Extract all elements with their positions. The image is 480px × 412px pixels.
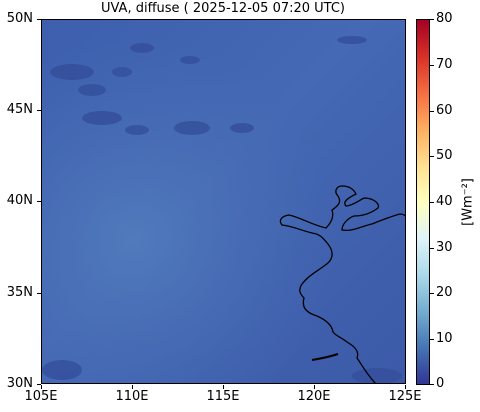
- x-tickmark: [132, 385, 133, 389]
- y-tickmark: [37, 293, 41, 294]
- colorbar-tickmark: [430, 293, 434, 294]
- colorbar-tickmark: [430, 19, 434, 20]
- x-tick-label: 120E: [297, 389, 331, 404]
- y-tick-label: 50N: [6, 11, 33, 26]
- colorbar-tickmark: [430, 339, 434, 340]
- colorbar-tick-label: 70: [436, 57, 453, 72]
- colorbar-tick-label: 60: [436, 103, 453, 118]
- colorbar-tick-label: 10: [436, 331, 453, 346]
- colorbar-tick-label: 40: [436, 194, 453, 209]
- coastline: [279, 185, 405, 383]
- dark-cloud-patches: [42, 36, 402, 383]
- y-tick-label: 35N: [6, 285, 33, 300]
- map-title: UVA, diffuse ( 2025-12-05 07:20 UTC): [100, 1, 346, 16]
- colorbar-tickmark: [430, 156, 434, 157]
- colorbar-tick-label: 0: [436, 376, 445, 391]
- x-tick-label: 125E: [388, 389, 422, 404]
- y-tickmark: [37, 19, 41, 20]
- colorbar-tick-label: 20: [436, 285, 453, 300]
- colorbar-tick-label: 30: [436, 240, 453, 255]
- x-tick-label: 110E: [115, 389, 149, 404]
- colorbar-tick-label: 80: [436, 11, 453, 26]
- colorbar: [416, 19, 430, 385]
- colorbar-tickmark: [430, 384, 434, 385]
- colorbar-tickmark: [430, 111, 434, 112]
- colorbar-label: [Wm⁻²]: [460, 178, 476, 226]
- y-tick-label: 40N: [6, 193, 33, 208]
- colorbar-tickmark: [430, 65, 434, 66]
- x-tickmark: [405, 385, 406, 389]
- y-tickmark: [37, 201, 41, 202]
- y-tickmark: [37, 384, 41, 385]
- x-tick-label: 105E: [24, 389, 58, 404]
- y-tickmark: [37, 110, 41, 111]
- x-tickmark: [314, 385, 315, 389]
- x-tick-label: 115E: [206, 389, 240, 404]
- field-highlight: [42, 20, 405, 383]
- x-tickmark: [223, 385, 224, 389]
- y-tick-label: 30N: [6, 376, 33, 391]
- map-canvas: [42, 20, 405, 383]
- colorbar-tickmark: [430, 248, 434, 249]
- y-tick-label: 45N: [6, 102, 33, 117]
- x-tickmark: [41, 385, 42, 389]
- map-plot-area: [41, 19, 406, 384]
- colorbar-tickmark: [430, 202, 434, 203]
- colorbar-tick-label: 50: [436, 148, 453, 163]
